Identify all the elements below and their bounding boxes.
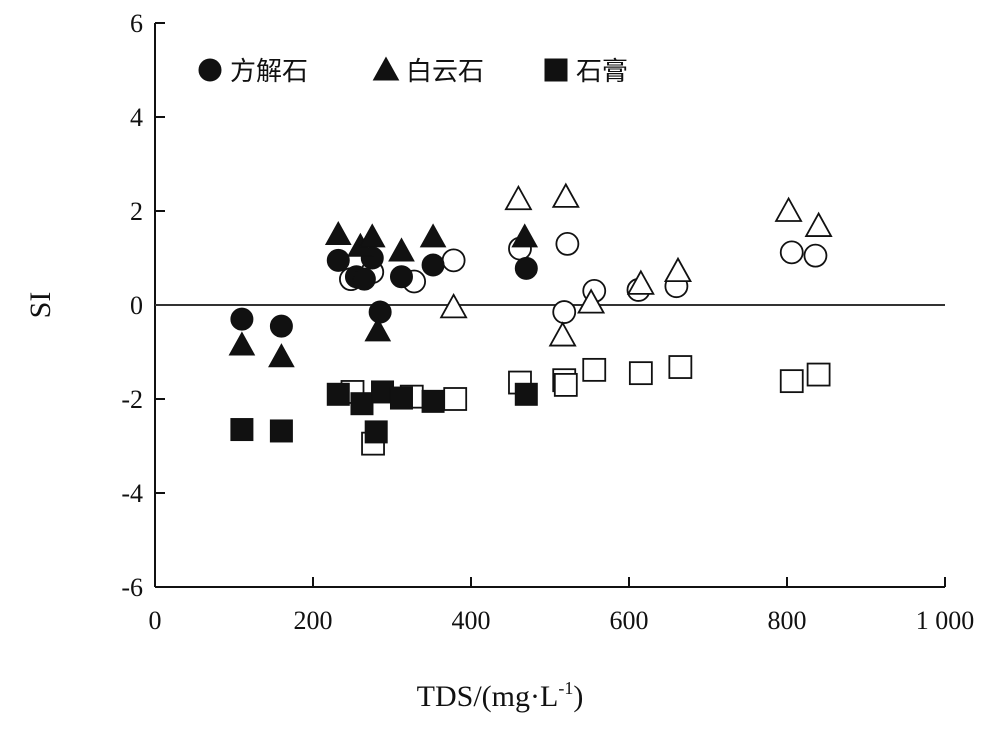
data-point-triangle-open (504, 184, 533, 211)
data-point-square-open (668, 355, 693, 379)
legend-label: 白云石 (406, 57, 484, 87)
y-tick-label: 4 (130, 103, 143, 132)
data-point-triangle-open (439, 292, 468, 319)
legend-marker-circle (198, 58, 222, 82)
x-axis-title-close: ) (573, 680, 583, 713)
data-point-triangle-open (577, 288, 606, 314)
data-point-circle-open (779, 240, 804, 265)
data-point-triangle-filled (358, 223, 386, 248)
data-point-square-filled (230, 418, 254, 442)
x-axis-title-superscript: -1 (558, 678, 573, 698)
legend-marker-square (544, 58, 568, 82)
data-point-circle-filled (368, 300, 392, 324)
y-tick-label: -4 (121, 479, 143, 508)
data-point-circle-filled (389, 265, 413, 289)
data-point-triangle-filled (268, 343, 295, 368)
y-tick-label: 0 (130, 291, 143, 320)
data-point-circle-filled (230, 307, 254, 331)
data-point-triangle-filled (419, 223, 447, 248)
data-point-square-filled (421, 389, 445, 413)
y-tick-label: -2 (121, 385, 143, 414)
x-tick-label: 800 (768, 606, 807, 635)
data-point-circle-filled (352, 267, 376, 291)
y-axis-title: SI (24, 292, 57, 319)
data-point-triangle-open (551, 182, 580, 208)
legend: 方解石 白云石 石膏 (198, 56, 628, 87)
data-point-square-open (806, 362, 831, 387)
x-tick-label: 200 (294, 606, 333, 635)
x-tick-label: 1 000 (916, 606, 975, 635)
legend-marker-triangle (372, 56, 400, 81)
data-point-square-filled (389, 386, 413, 410)
data-point-square-open (553, 372, 578, 397)
data-point-circle-filled (514, 256, 538, 280)
y-tick-label: 6 (130, 9, 143, 38)
data-point-triangle-filled (511, 223, 539, 248)
data-point-triangle-open (626, 269, 655, 295)
data-point-square-open (582, 357, 607, 382)
data-point-square-open (443, 387, 468, 411)
data-point-circle-open (552, 300, 577, 324)
y-tick-label: 2 (130, 197, 143, 226)
data-point-circle-open (803, 243, 828, 268)
axes: -6 -4 -2 0 2 4 6 0 200 400 600 800 1 000 (121, 9, 974, 635)
data-point-triangle-open (804, 211, 833, 237)
data-point-circle-open (555, 231, 580, 256)
data-point-square-open (628, 361, 653, 386)
x-tick-label: 0 (149, 606, 162, 635)
y-tick-label: -6 (121, 573, 143, 602)
data-point-square-filled (514, 382, 538, 406)
data-point-triangle-open (548, 321, 577, 347)
data-point-triangle-filled (324, 220, 352, 245)
x-axis-title-main: TDS/(mg·L (417, 680, 559, 713)
data-points (228, 182, 833, 456)
data-point-square-open (779, 369, 804, 394)
x-tick-label: 600 (610, 606, 649, 635)
data-point-circle-filled (326, 248, 350, 272)
data-point-triangle-filled (228, 331, 256, 356)
data-point-triangle-filled (388, 237, 415, 262)
data-point-square-filled (350, 392, 374, 416)
data-point-square-filled (364, 420, 388, 444)
data-point-triangle-open (663, 256, 693, 283)
data-point-triangle-open (774, 196, 803, 222)
data-point-square-filled (269, 419, 293, 443)
x-tick-label: 400 (452, 606, 491, 635)
data-point-circle-open (441, 248, 466, 273)
x-axis-title: TDS/(mg·L-1) (417, 678, 584, 713)
data-point-circle-filled (269, 314, 293, 338)
legend-label: 石膏 (576, 57, 628, 87)
legend-label: 方解石 (230, 57, 308, 87)
data-point-triangle-filled (364, 317, 392, 342)
data-point-circle-filled (421, 253, 445, 277)
data-point-square-filled (326, 382, 350, 406)
